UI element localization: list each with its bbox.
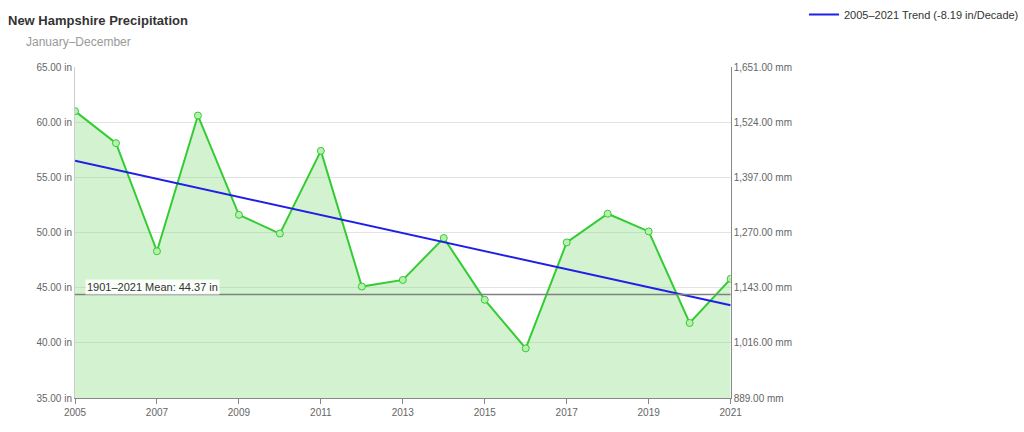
svg-text:45.00 in: 45.00 in	[36, 282, 72, 293]
svg-text:2007: 2007	[146, 407, 169, 418]
svg-text:889.00 mm: 889.00 mm	[734, 393, 784, 404]
svg-text:2011: 2011	[310, 407, 332, 418]
svg-text:40.00 in: 40.00 in	[36, 337, 72, 348]
svg-text:2021: 2021	[720, 407, 743, 418]
svg-text:2019: 2019	[638, 407, 661, 418]
svg-text:1,016.00 mm: 1,016.00 mm	[734, 337, 792, 348]
svg-text:1,143.00 mm: 1,143.00 mm	[734, 282, 792, 293]
svg-text:1,397.00 mm: 1,397.00 mm	[734, 172, 792, 183]
svg-text:50.00 in: 50.00 in	[36, 227, 72, 238]
svg-text:2017: 2017	[556, 407, 579, 418]
svg-text:1,270.00 mm: 1,270.00 mm	[734, 227, 792, 238]
svg-text:New Hampshire Precipitation: New Hampshire Precipitation	[8, 13, 188, 28]
svg-text:2005: 2005	[64, 407, 87, 418]
svg-text:2009: 2009	[228, 407, 251, 418]
svg-text:1901–2021 Mean: 44.37 in: 1901–2021 Mean: 44.37 in	[87, 281, 218, 293]
svg-text:65.00 in: 65.00 in	[36, 62, 72, 73]
svg-text:January–December: January–December	[26, 35, 131, 49]
svg-text:60.00 in: 60.00 in	[36, 117, 72, 128]
svg-text:1,651.00 mm: 1,651.00 mm	[734, 62, 792, 73]
svg-text:2005–2021 Trend (-8.19 in/Deca: 2005–2021 Trend (-8.19 in/Decade)	[844, 9, 1018, 21]
svg-text:35.00 in: 35.00 in	[36, 393, 72, 404]
svg-text:2013: 2013	[392, 407, 415, 418]
svg-text:1,524.00 mm: 1,524.00 mm	[734, 117, 792, 128]
svg-text:2015: 2015	[474, 407, 497, 418]
svg-text:55.00 in: 55.00 in	[36, 172, 72, 183]
